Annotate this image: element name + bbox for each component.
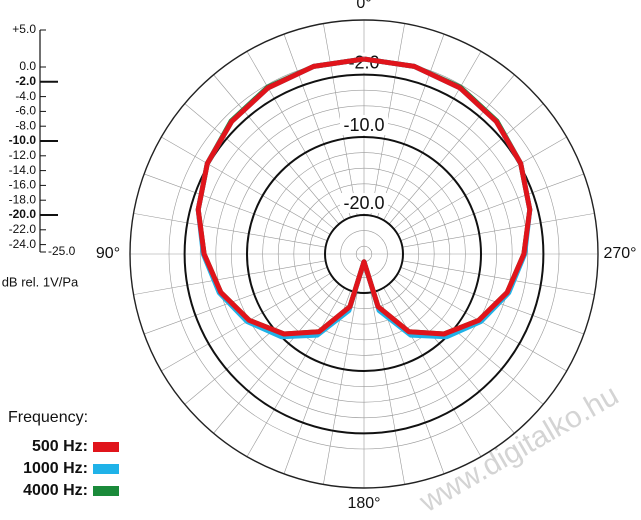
ring-label: -2.0 <box>348 52 379 72</box>
spoke <box>402 260 595 295</box>
spoke <box>283 290 351 474</box>
series-line <box>195 56 533 337</box>
scale-label: -22.0 <box>9 222 37 236</box>
spoke <box>323 292 358 485</box>
angle-label: 180° <box>347 495 380 512</box>
spoke <box>393 103 544 230</box>
grid-ring <box>293 183 435 325</box>
scale-label: 0.0 <box>19 59 36 73</box>
scale-label: -25.0 <box>48 244 76 258</box>
scale-label: -24.0 <box>9 237 37 251</box>
legend-title: Frequency: <box>8 409 88 426</box>
angle-label: 90° <box>96 245 120 262</box>
spoke <box>402 213 595 248</box>
angle-label: 270° <box>603 245 636 262</box>
ring-label-bg <box>340 193 388 213</box>
grid-ring <box>129 19 599 489</box>
spoke <box>383 51 482 221</box>
ring-label: -10.0 <box>343 115 384 135</box>
legend-label: 4000 Hz: <box>23 482 88 499</box>
legend-label: 500 Hz: <box>32 438 88 455</box>
spoke <box>370 292 405 485</box>
spoke <box>213 283 340 434</box>
spoke <box>388 74 515 225</box>
spoke <box>246 287 345 457</box>
legend-swatch <box>93 486 119 496</box>
scale-label: -8.0 <box>15 118 36 132</box>
spoke <box>283 34 351 218</box>
scale-label: -14.0 <box>9 163 37 177</box>
spoke <box>133 213 326 248</box>
watermark: www.digitalko.hu <box>413 378 624 519</box>
scale-label: -18.0 <box>9 192 37 206</box>
spoke <box>246 51 345 221</box>
scale-label: -10.0 <box>9 133 37 147</box>
grid-ring <box>277 167 451 341</box>
ring-label-bg <box>340 52 388 73</box>
scale-label: -20.0 <box>9 207 37 221</box>
grid-ring <box>340 230 388 278</box>
bold-ring <box>183 73 545 435</box>
spoke <box>383 287 482 457</box>
spoke <box>393 278 544 405</box>
ring-label-bg <box>340 115 388 135</box>
scale-label: -2.0 <box>15 74 36 88</box>
ring-label: -20.0 <box>343 193 384 213</box>
scale-label: -12.0 <box>9 148 37 162</box>
r-axis-label: dB rel. 1V/Pa <box>2 274 79 289</box>
grid-ring <box>215 105 513 403</box>
spoke <box>184 103 335 230</box>
spoke <box>144 173 328 241</box>
grid-ring <box>262 152 466 356</box>
spoke <box>133 260 326 295</box>
scale-label: -16.0 <box>9 178 37 192</box>
spoke <box>397 136 567 235</box>
bold-ring <box>246 136 482 372</box>
spoke <box>400 173 584 241</box>
spoke <box>388 283 515 434</box>
spoke <box>377 34 445 218</box>
bold-ring <box>324 214 404 294</box>
spoke <box>184 278 335 405</box>
scale-label: -4.0 <box>15 89 36 103</box>
legend-swatch <box>93 464 119 474</box>
spoke <box>377 290 445 474</box>
angle-label: 0° <box>356 0 371 12</box>
spoke <box>400 267 584 335</box>
spoke <box>213 74 340 225</box>
legend-swatch <box>93 442 119 452</box>
scale-label: -6.0 <box>15 104 36 118</box>
grid-ring <box>199 89 529 419</box>
spoke <box>144 267 328 335</box>
legend-label: 1000 Hz: <box>23 460 88 477</box>
spoke <box>161 136 331 235</box>
scale-label: +5.0 <box>12 22 36 36</box>
